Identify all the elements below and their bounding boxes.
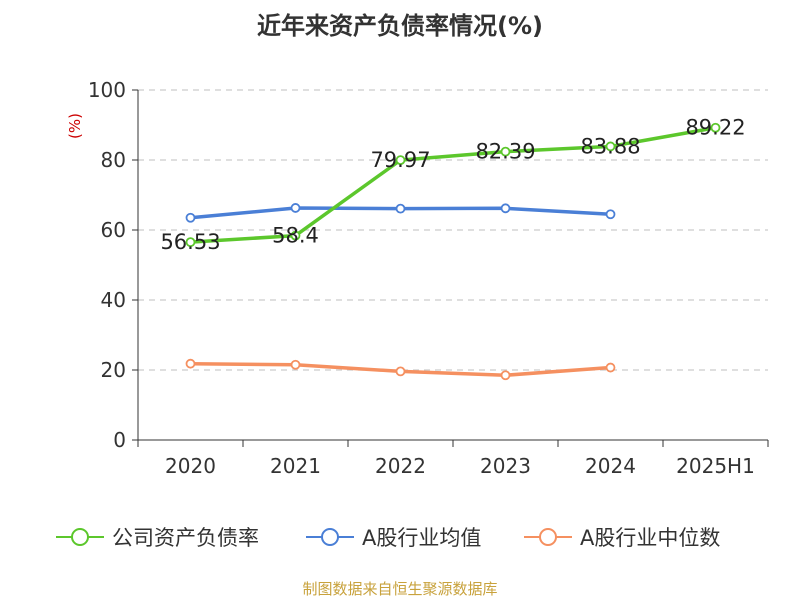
legend-line-circle-icon: [56, 528, 104, 546]
data-point: [395, 155, 406, 166]
data-point: [605, 141, 616, 152]
data-point: [185, 237, 196, 248]
x-tick-label: 2024: [585, 454, 636, 478]
y-tick-label: 80: [101, 148, 126, 172]
legend: 公司资产负债率 A股行业均值 A股行业中位数: [0, 520, 800, 554]
data-point: [500, 146, 511, 157]
x-tick-label: 2022: [375, 454, 426, 478]
legend-label: A股行业中位数: [580, 526, 721, 550]
data-labels: 56.53 58.4 79.97 82.39 83.88 89.22: [160, 116, 745, 254]
y-axis-label: (%): [66, 113, 84, 139]
y-tick-label: 20: [101, 358, 126, 382]
data-point: [290, 230, 301, 241]
data-point: [185, 212, 196, 223]
data-label: 82.39: [475, 140, 535, 164]
data-point: [500, 370, 511, 381]
legend-line-circle-icon: [306, 528, 354, 546]
data-point: [605, 362, 616, 373]
axes: 0 20 40 60 80 100 2020 2021 2022 2023 2024 2025H1: [88, 78, 769, 478]
data-point: [395, 366, 406, 377]
y-tick-label: 40: [101, 288, 126, 312]
data-point: [290, 359, 301, 370]
y-tick-label: 0: [113, 428, 126, 452]
legend-line-circle-icon: [524, 528, 572, 546]
grid-lines: [138, 89, 768, 371]
series-line: [190, 126, 716, 244]
legend-item-industry-mean[interactable]: A股行业均值: [306, 520, 481, 554]
data-label: 58.4: [272, 224, 319, 248]
x-tick-label: 2025H1: [676, 454, 755, 478]
data-point: [395, 203, 406, 214]
legend-label: A股行业均值: [362, 526, 482, 550]
data-point: [290, 203, 301, 213]
source-note: 制图数据来自恒生聚源数据库: [302, 580, 498, 598]
legend-item-industry-median[interactable]: A股行业中位数: [524, 520, 720, 554]
data-point: [185, 358, 196, 369]
data-point: [710, 122, 721, 133]
data-point: [500, 203, 511, 214]
data-label: 56.53: [160, 230, 220, 254]
series-lines: [185, 122, 721, 381]
data-label: 89.22: [685, 116, 745, 140]
x-tick-label: 2020: [165, 454, 216, 478]
y-tick-label: 100: [88, 78, 126, 102]
y-tick-label: 60: [101, 218, 126, 242]
legend-item-company[interactable]: 公司资产负债率: [56, 520, 259, 554]
data-label: 83.88: [580, 134, 640, 158]
legend-label: 公司资产负债率: [112, 526, 259, 550]
x-tick-label: 2021: [270, 454, 321, 478]
chart-title: 近年来资产负债率情况(%): [257, 12, 543, 40]
x-tick-label: 2023: [480, 454, 531, 478]
data-label: 79.97: [370, 148, 430, 172]
data-point: [605, 209, 616, 220]
